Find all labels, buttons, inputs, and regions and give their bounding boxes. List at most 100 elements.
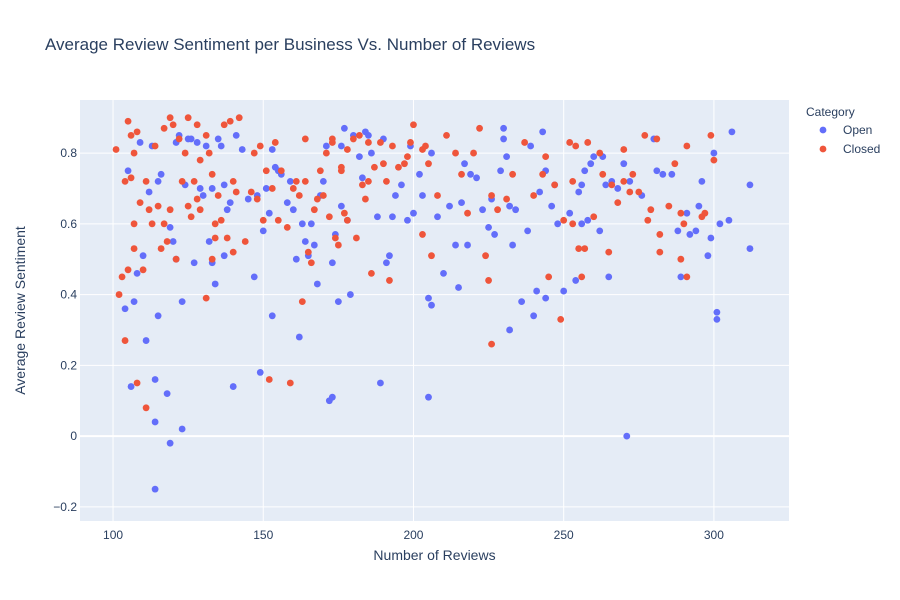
data-point[interactable]	[566, 139, 574, 146]
data-point[interactable]	[467, 170, 474, 178]
data-point[interactable]	[410, 209, 417, 217]
data-point[interactable]	[509, 241, 517, 249]
data-point[interactable]	[220, 121, 228, 129]
data-point[interactable]	[692, 227, 700, 235]
data-point[interactable]	[395, 163, 402, 171]
data-point[interactable]	[304, 248, 312, 256]
data-point[interactable]	[211, 234, 219, 242]
data-point[interactable]	[169, 238, 177, 245]
data-point[interactable]	[443, 131, 450, 139]
data-point[interactable]	[325, 213, 333, 221]
data-point[interactable]	[271, 139, 279, 146]
data-point[interactable]	[506, 202, 514, 210]
data-point[interactable]	[346, 291, 354, 298]
data-point[interactable]	[485, 277, 492, 284]
data-point[interactable]	[331, 234, 339, 242]
legend[interactable]: Category Open Closed	[806, 105, 880, 156]
data-point[interactable]	[386, 277, 393, 284]
data-point[interactable]	[446, 202, 453, 210]
data-point[interactable]	[310, 206, 318, 214]
data-point[interactable]	[686, 231, 694, 238]
data-point[interactable]	[151, 418, 159, 426]
data-point[interactable]	[142, 177, 150, 185]
data-point[interactable]	[746, 245, 754, 252]
data-point[interactable]	[620, 146, 628, 153]
data-point[interactable]	[383, 177, 390, 185]
data-point[interactable]	[701, 209, 709, 217]
data-point[interactable]	[355, 153, 363, 161]
data-point[interactable]	[220, 252, 228, 260]
data-point[interactable]	[584, 139, 592, 146]
data-point[interactable]	[133, 379, 141, 387]
data-point[interactable]	[596, 149, 604, 157]
data-point[interactable]	[659, 170, 667, 178]
data-point[interactable]	[485, 223, 492, 231]
data-point[interactable]	[428, 149, 435, 157]
data-point[interactable]	[716, 220, 724, 228]
data-point[interactable]	[232, 188, 240, 196]
data-point[interactable]	[328, 139, 336, 146]
data-point[interactable]	[247, 188, 255, 196]
data-point[interactable]	[647, 206, 655, 214]
data-point[interactable]	[500, 135, 507, 143]
data-point[interactable]	[518, 298, 526, 306]
data-point[interactable]	[121, 305, 129, 313]
data-point[interactable]	[539, 128, 547, 136]
data-point[interactable]	[145, 188, 153, 196]
data-point[interactable]	[292, 255, 300, 263]
data-point[interactable]	[151, 142, 159, 150]
data-point[interactable]	[386, 252, 393, 260]
data-point[interactable]	[163, 390, 171, 398]
data-point[interactable]	[175, 135, 183, 143]
data-point[interactable]	[713, 315, 721, 323]
data-point[interactable]	[310, 241, 318, 249]
data-point[interactable]	[298, 298, 306, 306]
data-point[interactable]	[626, 188, 634, 196]
data-point[interactable]	[223, 234, 231, 242]
data-point[interactable]	[226, 117, 234, 125]
data-point[interactable]	[557, 315, 565, 323]
data-point[interactable]	[452, 241, 459, 249]
data-point[interactable]	[725, 216, 733, 224]
data-point[interactable]	[677, 209, 685, 217]
data-point[interactable]	[590, 213, 598, 221]
data-point[interactable]	[256, 142, 264, 150]
data-point[interactable]	[377, 379, 384, 387]
data-point[interactable]	[301, 177, 309, 185]
data-point[interactable]	[710, 149, 718, 157]
data-point[interactable]	[746, 181, 754, 189]
data-point[interactable]	[115, 291, 123, 298]
data-point[interactable]	[337, 202, 345, 210]
data-point[interactable]	[295, 333, 303, 341]
data-point[interactable]	[479, 206, 486, 214]
data-point[interactable]	[262, 167, 270, 175]
data-point[interactable]	[208, 185, 216, 192]
data-point[interactable]	[178, 177, 186, 185]
data-point[interactable]	[289, 185, 297, 192]
data-point[interactable]	[193, 195, 201, 203]
data-point[interactable]	[190, 259, 198, 267]
data-point[interactable]	[416, 170, 423, 178]
data-point[interactable]	[365, 177, 372, 185]
data-point[interactable]	[214, 192, 222, 199]
data-point[interactable]	[166, 223, 174, 231]
data-point[interactable]	[626, 177, 634, 185]
data-point[interactable]	[172, 255, 180, 263]
data-point[interactable]	[166, 206, 174, 214]
data-point[interactable]	[313, 280, 321, 288]
data-point[interactable]	[428, 301, 435, 309]
data-point[interactable]	[707, 131, 715, 139]
data-point[interactable]	[389, 213, 396, 221]
data-point[interactable]	[142, 337, 150, 344]
data-point[interactable]	[590, 153, 598, 161]
data-point[interactable]	[250, 149, 258, 157]
data-point[interactable]	[118, 273, 126, 281]
data-point[interactable]	[199, 192, 207, 199]
data-point[interactable]	[482, 252, 489, 260]
data-point[interactable]	[121, 177, 129, 185]
data-point[interactable]	[368, 269, 375, 277]
data-point[interactable]	[644, 216, 652, 224]
data-point[interactable]	[319, 192, 327, 199]
data-point[interactable]	[124, 167, 132, 175]
data-point[interactable]	[229, 248, 237, 256]
